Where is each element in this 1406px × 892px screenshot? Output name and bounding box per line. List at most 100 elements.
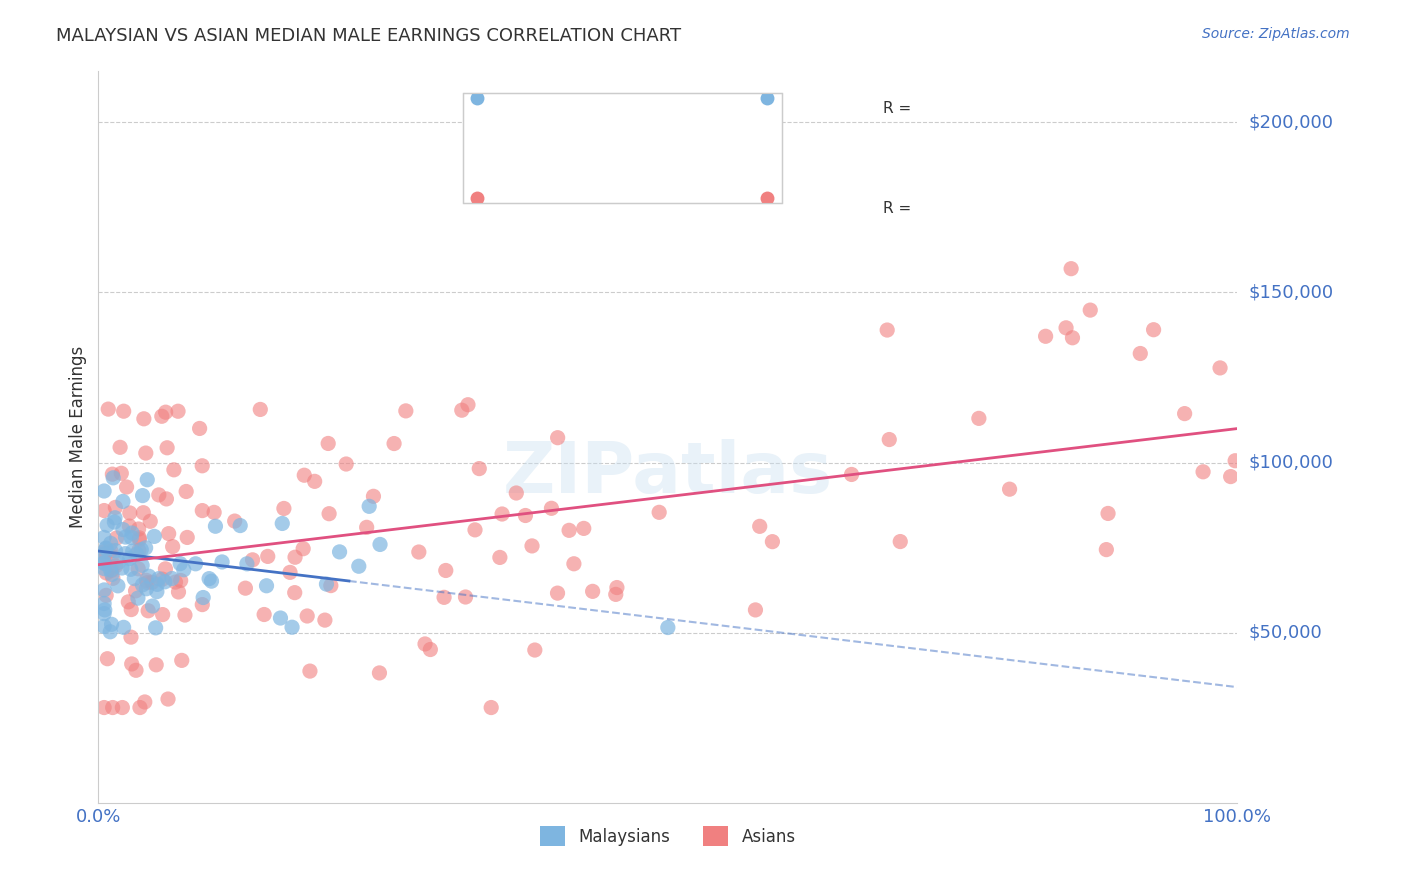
Point — [111, 700, 134, 714]
Point — [176, 531, 198, 545]
Legend: Malaysians, Asians: Malaysians, Asians — [533, 820, 803, 853]
Point — [1223, 454, 1246, 468]
Point — [107, 555, 129, 569]
Point — [464, 523, 486, 537]
Point — [284, 585, 307, 599]
Point — [128, 533, 150, 547]
Point — [278, 566, 301, 580]
Point — [505, 486, 527, 500]
Point — [97, 402, 120, 417]
Point — [114, 547, 136, 561]
Point — [121, 526, 143, 541]
Point — [581, 584, 603, 599]
Point — [169, 557, 191, 571]
Point — [100, 544, 122, 558]
Point — [998, 482, 1021, 496]
Point — [173, 563, 195, 577]
Point — [281, 620, 304, 634]
Y-axis label: Median Male Earnings: Median Male Earnings — [69, 346, 87, 528]
Point — [1192, 465, 1215, 479]
Point — [169, 574, 191, 588]
Point — [111, 561, 134, 575]
Point — [124, 583, 146, 598]
Point — [433, 591, 456, 605]
Point — [359, 500, 381, 514]
Point — [304, 475, 326, 489]
Point — [101, 571, 124, 585]
Point — [120, 630, 142, 644]
Point — [335, 457, 357, 471]
Point — [489, 550, 512, 565]
Point — [129, 542, 152, 557]
Point — [167, 585, 190, 599]
Point — [136, 604, 159, 618]
Point — [479, 700, 502, 714]
Point — [170, 653, 193, 667]
Point — [108, 440, 131, 454]
Point — [236, 557, 259, 571]
Point — [93, 530, 115, 544]
Point — [193, 591, 215, 605]
Point — [104, 543, 127, 558]
Point — [292, 541, 315, 556]
Point — [101, 563, 124, 577]
Point — [200, 574, 222, 589]
Point — [148, 572, 170, 586]
Point — [319, 579, 342, 593]
Point — [356, 520, 378, 534]
Point — [318, 507, 340, 521]
Point — [124, 572, 146, 586]
Point — [96, 566, 118, 580]
Point — [606, 581, 628, 595]
Point — [145, 621, 167, 635]
Text: $200,000: $200,000 — [1249, 113, 1333, 131]
Point — [94, 603, 117, 617]
Point — [134, 695, 156, 709]
Point — [145, 657, 167, 672]
Point — [1209, 360, 1232, 375]
Point — [141, 599, 163, 613]
Point — [93, 503, 115, 517]
Point — [93, 552, 115, 566]
Point — [1174, 407, 1197, 421]
Point — [174, 608, 197, 623]
Point — [242, 553, 264, 567]
Point — [155, 562, 177, 576]
Point — [93, 582, 115, 597]
Point — [96, 518, 118, 533]
Point — [120, 562, 142, 576]
Point — [157, 692, 180, 706]
Point — [191, 598, 214, 612]
Point — [841, 467, 863, 482]
Point — [117, 595, 139, 609]
Point — [434, 564, 457, 578]
Point — [235, 581, 257, 595]
Point — [204, 519, 226, 533]
Point — [157, 526, 180, 541]
Point — [118, 506, 141, 520]
Point — [295, 609, 318, 624]
Point — [110, 467, 132, 481]
Point — [131, 578, 153, 592]
Point — [256, 579, 278, 593]
Point — [115, 480, 138, 494]
Point — [160, 572, 183, 586]
Point — [1078, 303, 1101, 318]
Point — [184, 557, 207, 571]
Point — [93, 597, 115, 611]
Point — [125, 663, 148, 677]
Point — [515, 508, 537, 523]
Point — [284, 550, 307, 565]
Point — [150, 409, 173, 424]
Point — [139, 514, 162, 528]
Point — [316, 436, 339, 450]
Point — [211, 555, 233, 569]
Text: MALAYSIAN VS ASIAN MEDIAN MALE EARNINGS CORRELATION CHART: MALAYSIAN VS ASIAN MEDIAN MALE EARNINGS … — [56, 27, 682, 45]
Text: ZIPatlas: ZIPatlas — [503, 439, 832, 508]
Point — [125, 547, 148, 561]
Point — [165, 575, 187, 590]
Point — [93, 547, 115, 561]
Point — [103, 515, 125, 529]
Point — [100, 536, 122, 550]
Point — [1219, 469, 1241, 483]
